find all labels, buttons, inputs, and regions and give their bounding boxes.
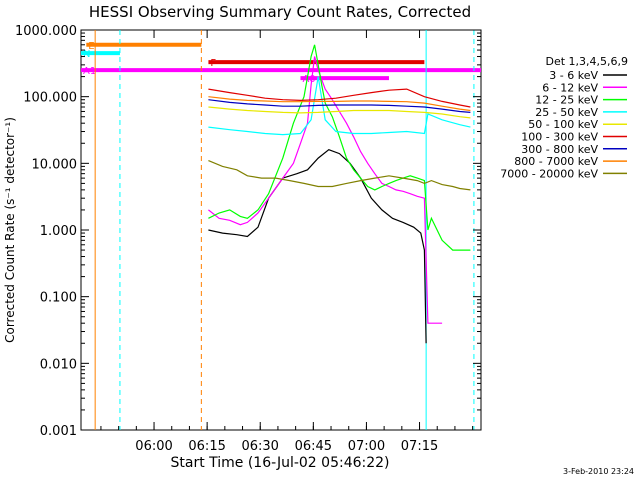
flag-label: A1 (83, 66, 96, 77)
x-axis-label: Start Time (16-Jul-02 05:46:22) (170, 455, 389, 471)
series-line (208, 149, 427, 344)
legend-label: 300 - 800 keV (521, 143, 598, 156)
x-tick-label: 06:15 (188, 439, 225, 454)
x-tick-label: 06:30 (241, 439, 278, 454)
y-tick-label: 1.000 (40, 224, 77, 239)
legend-label: 3 - 6 keV (549, 69, 598, 82)
flag-label: A0 (302, 74, 315, 85)
series-line (208, 160, 471, 191)
x-tick-label: 07:00 (348, 439, 385, 454)
series-lines (208, 44, 471, 344)
y-tick-label: 0.100 (40, 291, 77, 306)
legend-title: Det 1,3,4,5,6,9 (545, 55, 628, 68)
series-line (208, 88, 471, 108)
y-tick-label: 1000.000 (15, 24, 77, 39)
flag-label: E (88, 41, 94, 52)
y-tick-label: 0.001 (40, 424, 77, 439)
legend-label: 800 - 7000 keV (514, 155, 598, 168)
legend-label: 7000 - 20000 keV (500, 167, 598, 180)
series-line (208, 44, 471, 251)
y-axis-label: Corrected Count Rate (s⁻¹ detector⁻¹) (3, 117, 17, 343)
legend-label: 50 - 100 keV (528, 118, 598, 131)
flag-bars: EN F A1 A0 (81, 30, 481, 430)
legend-label: 100 - 300 keV (521, 131, 598, 144)
flag-label: N (83, 49, 90, 60)
y-tick-label: 100.000 (23, 91, 77, 106)
y-tick-label: 10.000 (32, 157, 78, 172)
timestamp: 3-Feb-2010 23:24 (563, 467, 634, 476)
series-line (208, 96, 471, 112)
legend-label: 25 - 50 keV (535, 106, 598, 119)
legend-label: 12 - 25 keV (535, 94, 598, 107)
chart-title: HESSI Observing Summary Count Rates, Cor… (89, 3, 471, 21)
y-tick-label: 0.010 (40, 357, 77, 372)
legend-label: 6 - 12 keV (542, 81, 598, 94)
x-tick-label: 06:00 (135, 439, 172, 454)
series-line (208, 99, 471, 113)
x-tick-label: 06:45 (295, 439, 332, 454)
series-line (208, 76, 471, 136)
series-line (208, 106, 471, 119)
x-tick-label: 07:15 (401, 439, 438, 454)
axes: 0.001 0.010 0.100 1.000 10.000 100.000 1000.00… (15, 24, 481, 454)
flag-label: F (210, 58, 216, 69)
